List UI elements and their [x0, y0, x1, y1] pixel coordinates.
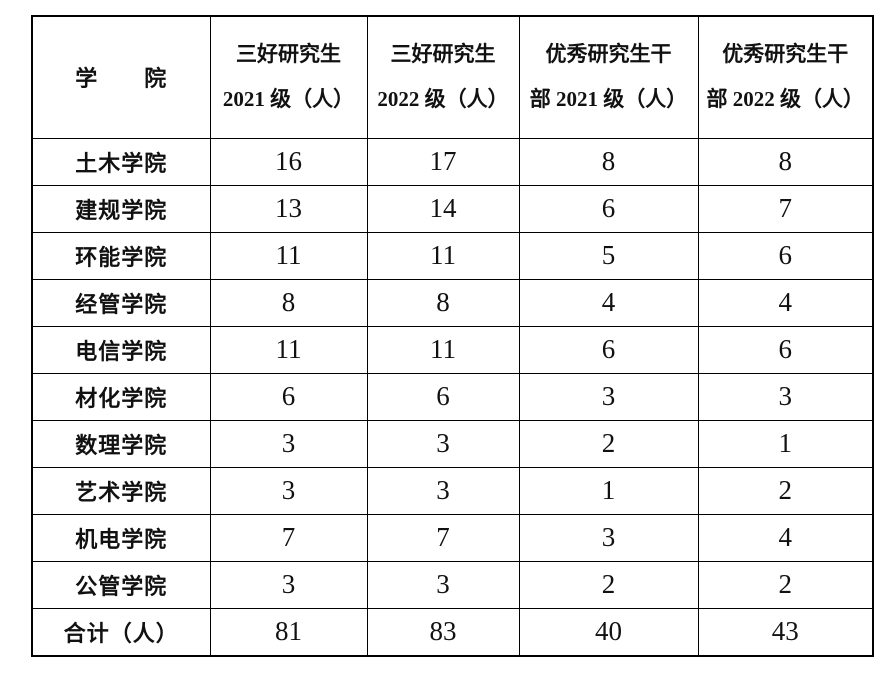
table-row: 环能学院 11 11 5 6	[31, 231, 874, 280]
value-cell: 8	[209, 278, 368, 327]
value-cell: 6	[697, 325, 874, 374]
college-name-cell: 艺术学院	[31, 466, 211, 515]
total-label-cell: 合计（人）	[31, 607, 211, 657]
college-name-cell: 材化学院	[31, 372, 211, 421]
graduate-award-statistics-table: 学 院 三好研究生 2021 级（人） 三好研究生 2022 级（人） 优秀研究…	[31, 15, 874, 657]
value-cell: 5	[518, 231, 699, 280]
college-name-cell: 公管学院	[31, 560, 211, 609]
college-name-cell: 机电学院	[31, 513, 211, 562]
header-youxiu-2021: 优秀研究生干 部 2021 级（人）	[518, 15, 699, 139]
college-name-cell: 电信学院	[31, 325, 211, 374]
college-name-cell: 数理学院	[31, 419, 211, 468]
value-cell: 7	[209, 513, 368, 562]
header-line: 优秀研究生干	[722, 42, 849, 67]
value-cell: 11	[366, 231, 520, 280]
value-cell: 2	[697, 560, 874, 609]
header-line: 三好研究生	[390, 42, 496, 67]
value-cell: 3	[518, 513, 699, 562]
value-cell: 3	[697, 372, 874, 421]
header-college: 学 院	[31, 15, 211, 139]
value-cell: 4	[518, 278, 699, 327]
header-line: 2022 级（人）	[377, 87, 509, 112]
value-cell: 6	[697, 231, 874, 280]
value-cell: 8	[366, 278, 520, 327]
value-cell: 8	[518, 137, 699, 186]
header-line: 2021 级（人）	[222, 87, 355, 112]
value-cell: 14	[366, 184, 520, 233]
value-cell: 13	[209, 184, 368, 233]
table-row: 艺术学院 3 3 1 2	[31, 466, 874, 515]
value-cell: 6	[518, 325, 699, 374]
table-row: 机电学院 7 7 3 4	[31, 513, 874, 562]
value-cell: 7	[697, 184, 874, 233]
table-row: 材化学院 6 6 3 3	[31, 372, 874, 421]
value-cell: 3	[366, 466, 520, 515]
total-row: 合计（人） 81 83 40 43	[31, 607, 874, 657]
table-row: 数理学院 3 3 2 1	[31, 419, 874, 468]
total-value-cell: 83	[366, 607, 520, 657]
value-cell: 11	[209, 325, 368, 374]
total-value-cell: 40	[518, 607, 699, 657]
total-value-cell: 43	[697, 607, 874, 657]
college-name-cell: 经管学院	[31, 278, 211, 327]
total-value-cell: 81	[209, 607, 368, 657]
value-cell: 4	[697, 513, 874, 562]
table-row: 公管学院 3 3 2 2	[31, 560, 874, 609]
value-cell: 8	[697, 137, 874, 186]
value-cell: 16	[209, 137, 368, 186]
value-cell: 11	[366, 325, 520, 374]
value-cell: 3	[366, 419, 520, 468]
value-cell: 6	[518, 184, 699, 233]
value-cell: 3	[209, 466, 368, 515]
value-cell: 1	[518, 466, 699, 515]
header-youxiu-2022: 优秀研究生干 部 2022 级（人）	[697, 15, 874, 139]
value-cell: 11	[209, 231, 368, 280]
value-cell: 4	[697, 278, 874, 327]
table-row: 建规学院 13 14 6 7	[31, 184, 874, 233]
header-sanhao-2022: 三好研究生 2022 级（人）	[366, 15, 520, 139]
header-sanhao-2021: 三好研究生 2021 级（人）	[209, 15, 368, 139]
value-cell: 2	[518, 419, 699, 468]
header-line: 优秀研究生干	[545, 42, 672, 67]
value-cell: 7	[366, 513, 520, 562]
header-line: 部 2022 级（人）	[706, 87, 865, 112]
value-cell: 3	[209, 560, 368, 609]
value-cell: 17	[366, 137, 520, 186]
table-header-row: 学 院 三好研究生 2021 级（人） 三好研究生 2022 级（人） 优秀研究…	[31, 15, 874, 139]
header-line: 三好研究生	[236, 42, 341, 67]
value-cell: 2	[697, 466, 874, 515]
college-name-cell: 建规学院	[31, 184, 211, 233]
table-row: 土木学院 16 17 8 8	[31, 137, 874, 186]
value-cell: 2	[518, 560, 699, 609]
value-cell: 6	[366, 372, 520, 421]
college-name-cell: 土木学院	[31, 137, 211, 186]
value-cell: 3	[209, 419, 368, 468]
header-line: 部 2021 级（人）	[529, 87, 688, 112]
table-row: 经管学院 8 8 4 4	[31, 278, 874, 327]
college-name-cell: 环能学院	[31, 231, 211, 280]
value-cell: 1	[697, 419, 874, 468]
value-cell: 6	[209, 372, 368, 421]
table-row: 电信学院 11 11 6 6	[31, 325, 874, 374]
value-cell: 3	[366, 560, 520, 609]
value-cell: 3	[518, 372, 699, 421]
